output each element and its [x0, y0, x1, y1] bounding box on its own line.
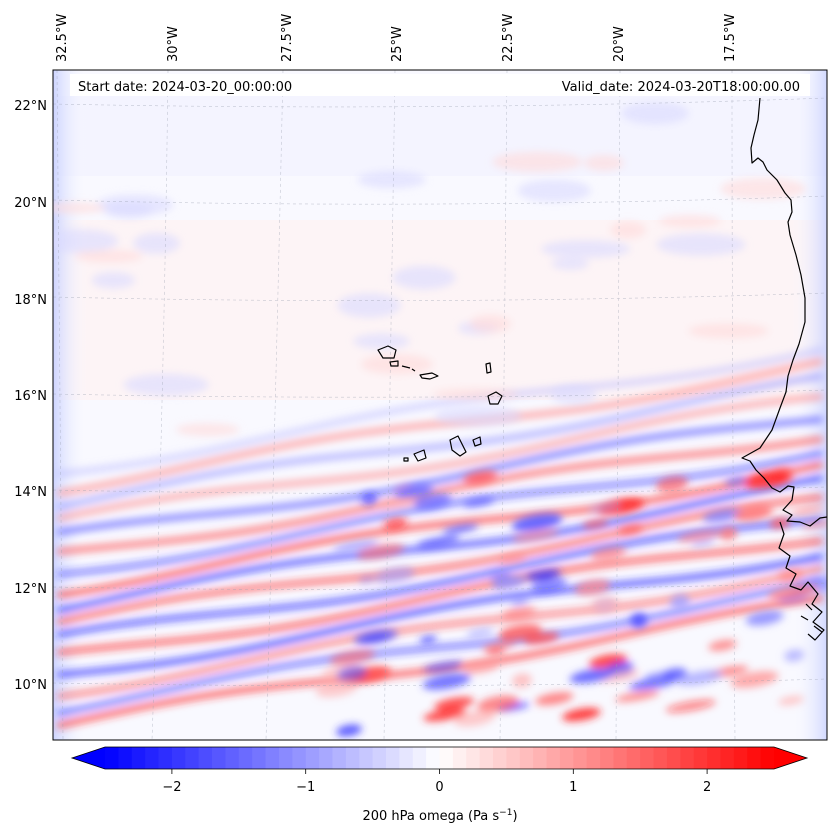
colorbar-segment: [586, 747, 601, 769]
colorbar-segment: [533, 747, 547, 769]
colorbar-segment: [212, 747, 226, 769]
coastlines: [377, 97, 827, 641]
graticule: [53, 70, 827, 740]
lon-label: 22.5°W: [501, 14, 516, 62]
start-date-label: Start date: 2024-03-20_00:00:00: [78, 80, 292, 95]
colorbar-segment: [666, 747, 681, 769]
colorbar-segment: [171, 747, 186, 769]
colorbar-tick-label: −2: [162, 780, 181, 795]
african-coastline: [741, 97, 827, 527]
colorbar-segment: [412, 747, 427, 769]
colorbar-segment: [747, 747, 762, 769]
colorbar-segments: [105, 747, 775, 769]
map-frame: [52, 69, 828, 741]
colorbar-segment: [426, 747, 440, 769]
colorbar-segment: [105, 747, 119, 769]
colorbar-segment: [198, 747, 213, 769]
colorbar-segment: [466, 747, 481, 769]
colorbar-segment: [305, 747, 320, 769]
lat-label: 18°N: [14, 293, 47, 308]
colorbar-segment: [332, 747, 347, 769]
valid-date-label: Valid_date: 2024-03-20T18:00:00.00: [562, 80, 800, 95]
lon-label: 17.5°W: [723, 14, 738, 62]
omega-field: [53, 70, 827, 740]
colorbar-segment: [559, 747, 574, 769]
colorbar-segment: [238, 747, 253, 769]
colorbar-segment: [439, 747, 454, 769]
lon-label: 20°W: [612, 26, 627, 62]
lon-label: 25°W: [390, 26, 405, 62]
colorbar-tick-label: 1: [569, 780, 577, 795]
lon-label: 30°W: [166, 26, 181, 62]
colorbar-segment: [733, 747, 748, 769]
colorbar-segment: [613, 747, 628, 769]
colorbar-extend-high: [774, 747, 807, 769]
lat-label: 14°N: [14, 485, 47, 500]
colorbar-segment: [145, 747, 159, 769]
colorbar-segment: [131, 747, 146, 769]
lon-label: 32.5°W: [55, 14, 70, 62]
colorbar-segment: [653, 747, 668, 769]
colorbar-segment: [546, 747, 561, 769]
colorbar-segment: [345, 747, 360, 769]
colorbar-segment: [600, 747, 614, 769]
colorbar-segment: [519, 747, 534, 769]
colorbar-tick-label: 2: [703, 780, 711, 795]
latitude-labels: 22°N 20°N 18°N 16°N 14°N 12°N 10°N: [14, 99, 47, 693]
cape-verde-santo-antao: [377, 345, 397, 359]
colorbar-segment: [319, 747, 333, 769]
colorbar-extend-low: [72, 747, 105, 769]
map-panel: Start date: 2024-03-20_00:00:00 Valid_da…: [52, 69, 828, 741]
cape-verde-boa-vista: [487, 391, 503, 405]
colorbar-segment: [693, 747, 708, 769]
date-label-box: [70, 74, 810, 96]
colorbar-segment: [479, 747, 494, 769]
colorbar-tick-label: −1: [296, 780, 315, 795]
colorbar-segment: [265, 747, 280, 769]
cape-verde-santiago: [449, 435, 467, 457]
colorbar-segment: [292, 747, 307, 769]
colorbar-segment: [573, 747, 588, 769]
colorbar-segment: [720, 747, 735, 769]
colorbar-segment: [493, 747, 507, 769]
colorbar-segment: [452, 747, 467, 769]
colorbar-segment: [359, 747, 373, 769]
colorbar-segment: [118, 747, 133, 769]
colorbar: −2 −1 0 1 2 200 hPa omega (Pa s−1): [70, 746, 809, 824]
lat-label: 22°N: [14, 99, 47, 114]
lat-label: 10°N: [14, 678, 47, 693]
colorbar-segment: [158, 747, 173, 769]
colorbar-segment: [278, 747, 293, 769]
colorbar-segment: [372, 747, 387, 769]
longitude-labels: 32.5°W 30°W 27.5°W 25°W 22.5°W 20°W 17.5…: [55, 14, 738, 62]
colorbar-segment: [680, 747, 695, 769]
colorbar-segment: [185, 747, 200, 769]
lon-label: 27.5°W: [280, 14, 295, 62]
lat-label: 12°N: [14, 582, 47, 597]
colorbar-segment: [760, 747, 775, 769]
colorbar-segment: [399, 747, 414, 769]
lat-label: 20°N: [14, 196, 47, 211]
colorbar-tick-label: 0: [435, 780, 443, 795]
colorbar-outline: [70, 746, 809, 770]
cape-verde-sal: [485, 362, 492, 374]
colorbar-ticks: −2 −1 0 1 2: [162, 769, 711, 795]
colorbar-segment: [506, 747, 521, 769]
colorbar-segment: [707, 747, 721, 769]
colorbar-segment: [640, 747, 654, 769]
colorbar-segment: [252, 747, 266, 769]
colorbar-segment: [385, 747, 400, 769]
colorbar-label: 200 hPa omega (Pa s−1): [362, 808, 517, 824]
lat-label: 16°N: [14, 389, 47, 404]
colorbar-segment: [626, 747, 641, 769]
colorbar-segment: [225, 747, 240, 769]
